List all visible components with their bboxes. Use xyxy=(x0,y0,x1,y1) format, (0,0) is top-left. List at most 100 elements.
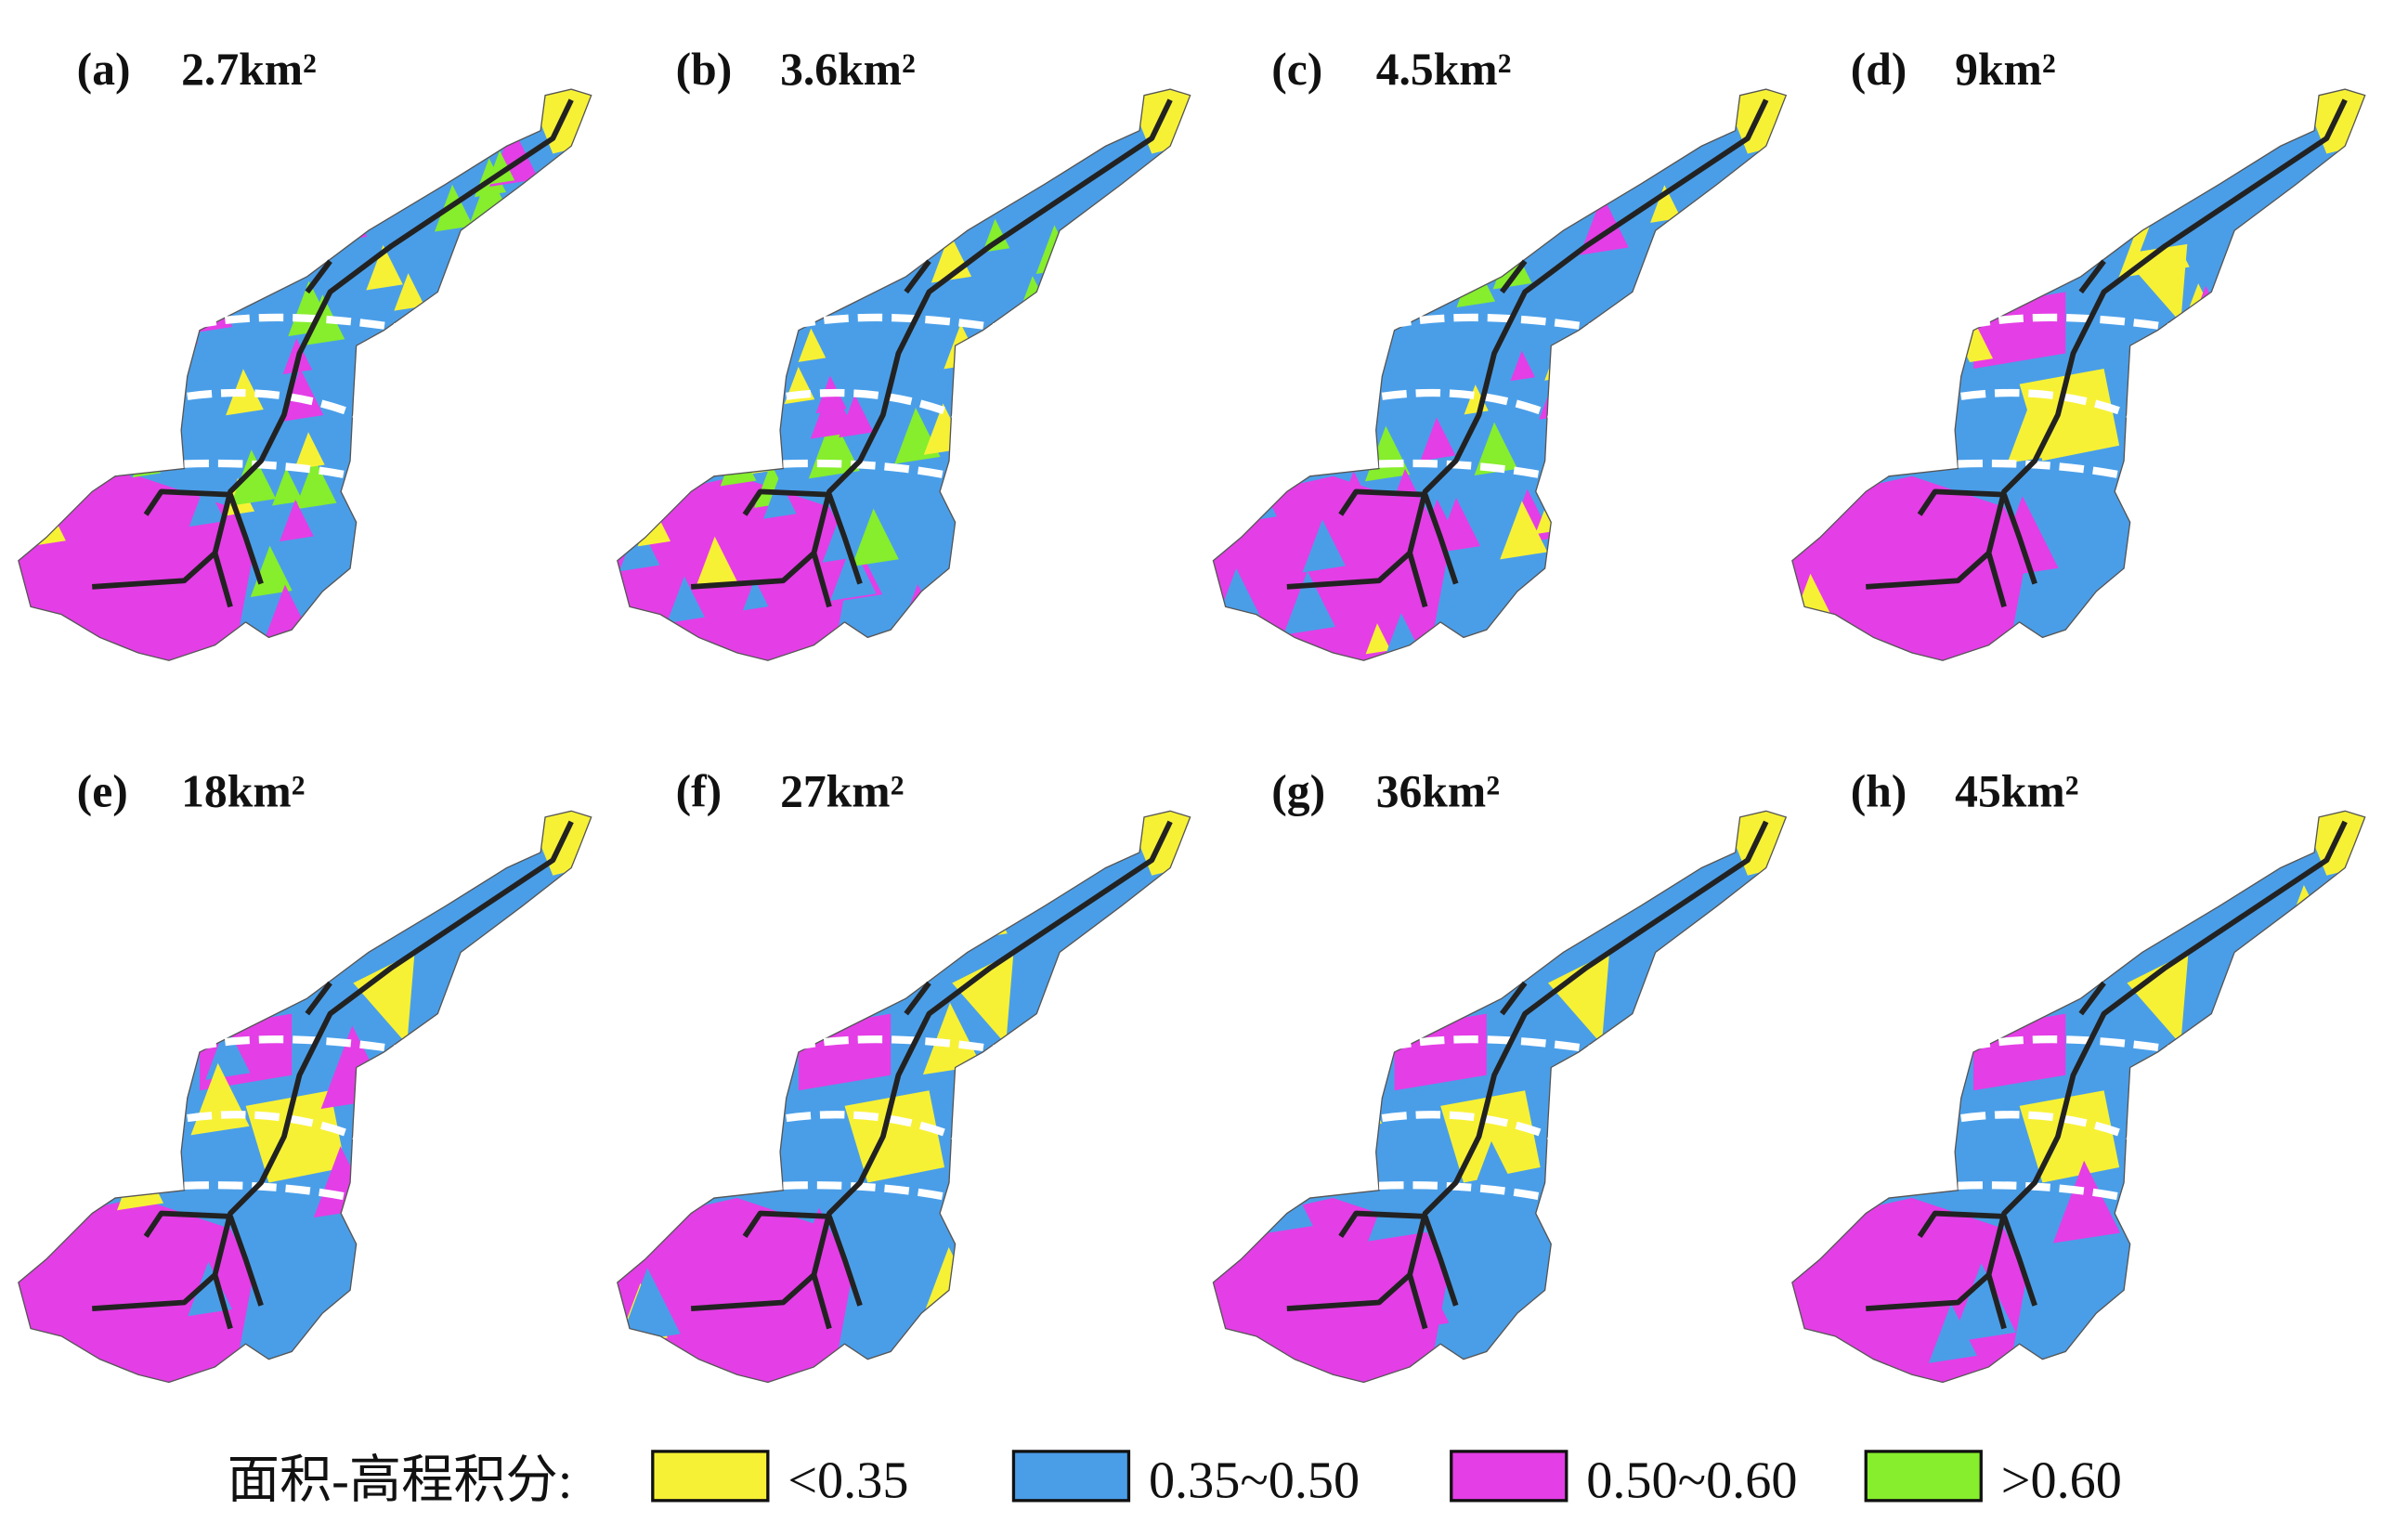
river xyxy=(742,488,830,516)
river xyxy=(212,1273,233,1330)
outline xyxy=(18,810,592,1384)
patch xyxy=(630,962,688,1035)
patch xyxy=(128,226,169,275)
patch xyxy=(798,328,827,362)
patch xyxy=(681,165,708,199)
boundary xyxy=(184,459,355,480)
patch xyxy=(1302,519,1346,573)
patch xyxy=(695,536,738,589)
patch xyxy=(189,482,226,527)
zone xyxy=(353,952,415,1045)
river xyxy=(690,820,1173,1311)
river xyxy=(1500,981,1528,1016)
river xyxy=(827,1215,863,1307)
watershed-map: (d) 9km² xyxy=(1791,44,2366,661)
patch xyxy=(666,576,705,623)
river xyxy=(143,1210,231,1238)
patch xyxy=(512,227,540,261)
patch xyxy=(117,851,175,921)
patch xyxy=(440,1259,498,1330)
legend-label: 0.50~0.60 xyxy=(1586,1452,1797,1510)
patch xyxy=(222,241,258,286)
watershed-map: (f) 27km² xyxy=(617,765,1191,1384)
patch xyxy=(1553,452,1601,512)
patch xyxy=(357,1319,407,1381)
patch xyxy=(1283,570,1335,635)
patch xyxy=(488,567,532,621)
patch xyxy=(83,368,124,417)
panel-area: 9km² xyxy=(1955,44,2056,95)
river xyxy=(1338,1210,1425,1238)
river xyxy=(92,820,574,1311)
outline xyxy=(617,88,1191,661)
patch xyxy=(1529,131,1563,172)
patch xyxy=(1246,1153,1313,1237)
patch xyxy=(371,438,412,489)
legend-title: 面积-高程积分: xyxy=(228,1452,573,1510)
boundary xyxy=(187,388,358,419)
patch xyxy=(633,167,676,219)
river xyxy=(1866,820,2348,1311)
river xyxy=(1985,1273,2007,1330)
patch xyxy=(1061,527,1096,569)
river xyxy=(742,1210,830,1238)
patch xyxy=(280,499,314,542)
patch xyxy=(1254,152,1294,201)
patch xyxy=(1360,163,1396,206)
patch xyxy=(1310,1046,1383,1135)
patch xyxy=(411,463,457,519)
river xyxy=(1286,820,1769,1311)
patch xyxy=(981,1146,1048,1230)
river xyxy=(228,1215,264,1307)
patch xyxy=(994,587,1040,644)
river xyxy=(143,488,231,516)
patch xyxy=(701,235,729,269)
legend-swatch xyxy=(1864,1450,1983,1503)
patch xyxy=(763,478,797,519)
patch xyxy=(44,307,78,349)
river xyxy=(212,552,233,608)
patch xyxy=(24,169,75,231)
river xyxy=(690,98,1173,590)
patch xyxy=(2070,189,2127,257)
patch xyxy=(697,957,744,1014)
patch xyxy=(698,151,743,207)
patch xyxy=(1500,501,1548,560)
river xyxy=(228,493,264,585)
boundary xyxy=(1964,1035,2190,1057)
patch xyxy=(1288,1259,1353,1339)
patch xyxy=(1388,468,1425,514)
patch xyxy=(233,155,280,213)
patch xyxy=(1000,426,1028,461)
patch xyxy=(1707,573,1751,629)
patch xyxy=(1590,1154,1642,1218)
patch xyxy=(388,448,431,501)
patch xyxy=(228,241,274,296)
legend-swatch xyxy=(1450,1450,1568,1503)
patch xyxy=(1334,345,1372,390)
river xyxy=(1500,259,1528,294)
panel-area: 36km² xyxy=(1376,765,1500,816)
river xyxy=(827,493,863,585)
patch xyxy=(1252,223,1277,254)
boundary xyxy=(1958,1181,2128,1203)
patch xyxy=(1696,402,1738,454)
patch xyxy=(726,426,769,478)
zone xyxy=(1791,475,2027,661)
patch xyxy=(1225,461,1278,525)
boundary xyxy=(1958,459,2128,480)
patch xyxy=(505,1259,572,1343)
river xyxy=(1422,1215,1459,1307)
river xyxy=(1917,488,2005,516)
patch xyxy=(1566,409,1597,447)
patch xyxy=(1855,359,1919,436)
watershed-map: (b) 3.6km² xyxy=(617,44,1191,661)
legend-label: <0.35 xyxy=(787,1452,908,1510)
patch xyxy=(472,582,502,619)
patch xyxy=(511,368,540,405)
patch xyxy=(430,448,471,498)
patch xyxy=(1100,1224,1171,1312)
legend: 面积-高程积分: <0.35 0.35~0.50 0.50~0.60 >0.60 xyxy=(228,1450,2122,1510)
watershed-map: (c) 4.5km² xyxy=(1212,44,1788,661)
zone xyxy=(952,952,1014,1045)
